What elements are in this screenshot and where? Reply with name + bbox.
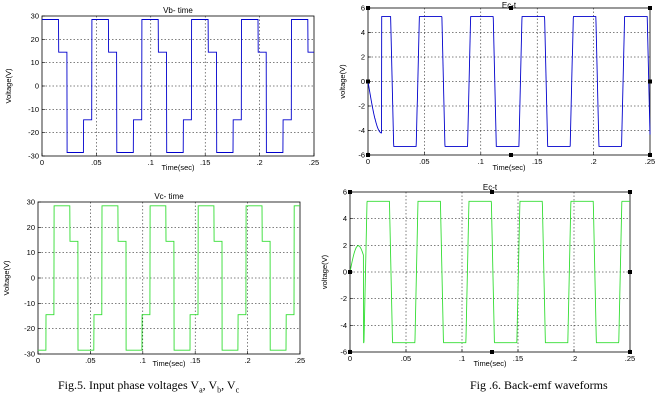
- x-tick-label: 0: [348, 354, 352, 363]
- series-line-ea: [367, 16, 651, 147]
- y-tick-label: 0: [361, 77, 365, 86]
- y-tick-label: -10: [24, 299, 35, 308]
- y-tick-label: 6: [361, 4, 365, 13]
- y-tick-label: -20: [24, 324, 35, 333]
- axis-marker: [490, 350, 494, 354]
- chart-ea: 0 .05 .1 .15 .2 .25 -6 -4 -2 0 2 4 6 Ec-t Time(sec) vol…: [338, 1, 655, 172]
- y-tick-label: 0: [343, 268, 347, 277]
- chart-vb: 0 .05 .1 .15 .2 .25 -30 -20 -10 0 10 20 30 Vb- time Ti…: [4, 6, 319, 172]
- x-axis-label: Time(sec): [473, 359, 507, 368]
- y-tick-label: -4: [358, 126, 365, 135]
- x-tick-label: .1: [140, 356, 146, 365]
- axis-marker: [366, 153, 370, 157]
- y-tick-label: 4: [343, 214, 347, 223]
- axis-marker: [509, 6, 513, 10]
- y-tick-label: 0: [35, 82, 39, 91]
- x-tick-label: .25: [645, 157, 655, 166]
- x-tick-label: 0: [366, 157, 370, 166]
- x-tick-label: .05: [91, 158, 101, 167]
- caption-fig5: Fig.5. Input phase voltages Va, Vb, Vc: [58, 378, 240, 395]
- y-tick-label: -20: [28, 128, 39, 137]
- x-tick-label: 0: [36, 356, 40, 365]
- y-tick-label: 30: [27, 198, 35, 207]
- y-tick-label: 2: [343, 241, 347, 250]
- y-tick-label: -30: [24, 350, 35, 359]
- x-tick-label: .05: [85, 356, 95, 365]
- axis-marker: [348, 350, 352, 354]
- axis-marker: [490, 190, 494, 194]
- axis-marker: [628, 270, 632, 274]
- x-axis-label: Time(sec): [492, 163, 526, 172]
- axis-marker: [348, 270, 352, 274]
- chart-title: Vb- time: [163, 6, 193, 15]
- y-tick-label: -6: [340, 348, 347, 357]
- x-tick-label: .1: [148, 158, 154, 167]
- x-tick-label: .05: [419, 157, 429, 166]
- x-tick-label: .2: [571, 354, 577, 363]
- chart-ec: 0 .05 .1 .15 .2 .25 -6 -4 -2 0 2 4 6 Ec-t Time(sec) vol…: [320, 183, 635, 368]
- y-tick-label: -10: [28, 105, 39, 114]
- y-tick-label: -4: [340, 321, 347, 330]
- x-tick-label: .15: [200, 158, 210, 167]
- y-tick-label: 4: [361, 28, 365, 37]
- x-tick-label: .2: [256, 158, 262, 167]
- x-tick-label: .2: [590, 157, 596, 166]
- chart-title: Ec-t: [483, 183, 498, 192]
- y-tick-label: 10: [27, 248, 35, 257]
- x-axis-label: Time(sec): [152, 359, 186, 368]
- y-tick-label: 6: [343, 188, 347, 197]
- x-tick-label: .1: [478, 157, 484, 166]
- y-axis-label: Voltage(V): [4, 68, 13, 104]
- x-tick-label: .15: [513, 354, 523, 363]
- axis-marker: [366, 6, 370, 10]
- chart-title: Vc- time: [154, 192, 184, 201]
- x-tick-label: .15: [190, 356, 200, 365]
- axis-marker: [628, 190, 632, 194]
- y-tick-label: -2: [340, 294, 347, 303]
- plot-area: [41, 15, 315, 157]
- chart-title: Ec-t: [502, 1, 517, 10]
- caption-fig6: Fig .6. Back-emf waveforms: [470, 378, 608, 392]
- chart-vc: 0 .05 .1 .15 .2 .25 -30 -20 -10 0 10 20 30 Vc- time Ti…: [2, 192, 305, 368]
- y-tick-label: 2: [361, 53, 365, 62]
- x-tick-label: .25: [295, 356, 305, 365]
- axis-marker: [648, 6, 652, 10]
- x-tick-label: 0: [40, 158, 44, 167]
- x-axis-label: Time(sec): [161, 163, 195, 172]
- series-line-vb: [42, 19, 314, 153]
- y-tick-label: 0: [31, 274, 35, 283]
- x-tick-label: .25: [309, 158, 319, 167]
- axis-marker: [628, 350, 632, 354]
- y-axis-label: Voltage(V): [2, 260, 11, 296]
- y-axis-label: voltage(V): [338, 64, 347, 99]
- y-tick-label: 30: [31, 12, 39, 21]
- y-axis-label: voltage(V): [320, 254, 329, 289]
- x-tick-label: .2: [244, 356, 250, 365]
- y-tick-label: 10: [31, 58, 39, 67]
- axis-marker: [366, 79, 370, 84]
- series-line-vc: [38, 205, 300, 351]
- axis-marker: [509, 153, 513, 157]
- y-tick-label: 20: [31, 35, 39, 44]
- axis-marker: [648, 153, 652, 157]
- x-tick-label: .05: [401, 354, 411, 363]
- axis-marker: [348, 190, 352, 194]
- x-tick-label: .1: [459, 354, 465, 363]
- y-tick-label: -2: [358, 102, 365, 111]
- x-tick-label: .25: [625, 354, 635, 363]
- y-tick-label: 20: [27, 223, 35, 232]
- series-line-ec: [349, 200, 630, 344]
- x-tick-label: .15: [532, 157, 542, 166]
- axis-marker: [648, 79, 652, 84]
- y-tick-label: -30: [28, 152, 39, 161]
- y-tick-label: -6: [358, 151, 365, 160]
